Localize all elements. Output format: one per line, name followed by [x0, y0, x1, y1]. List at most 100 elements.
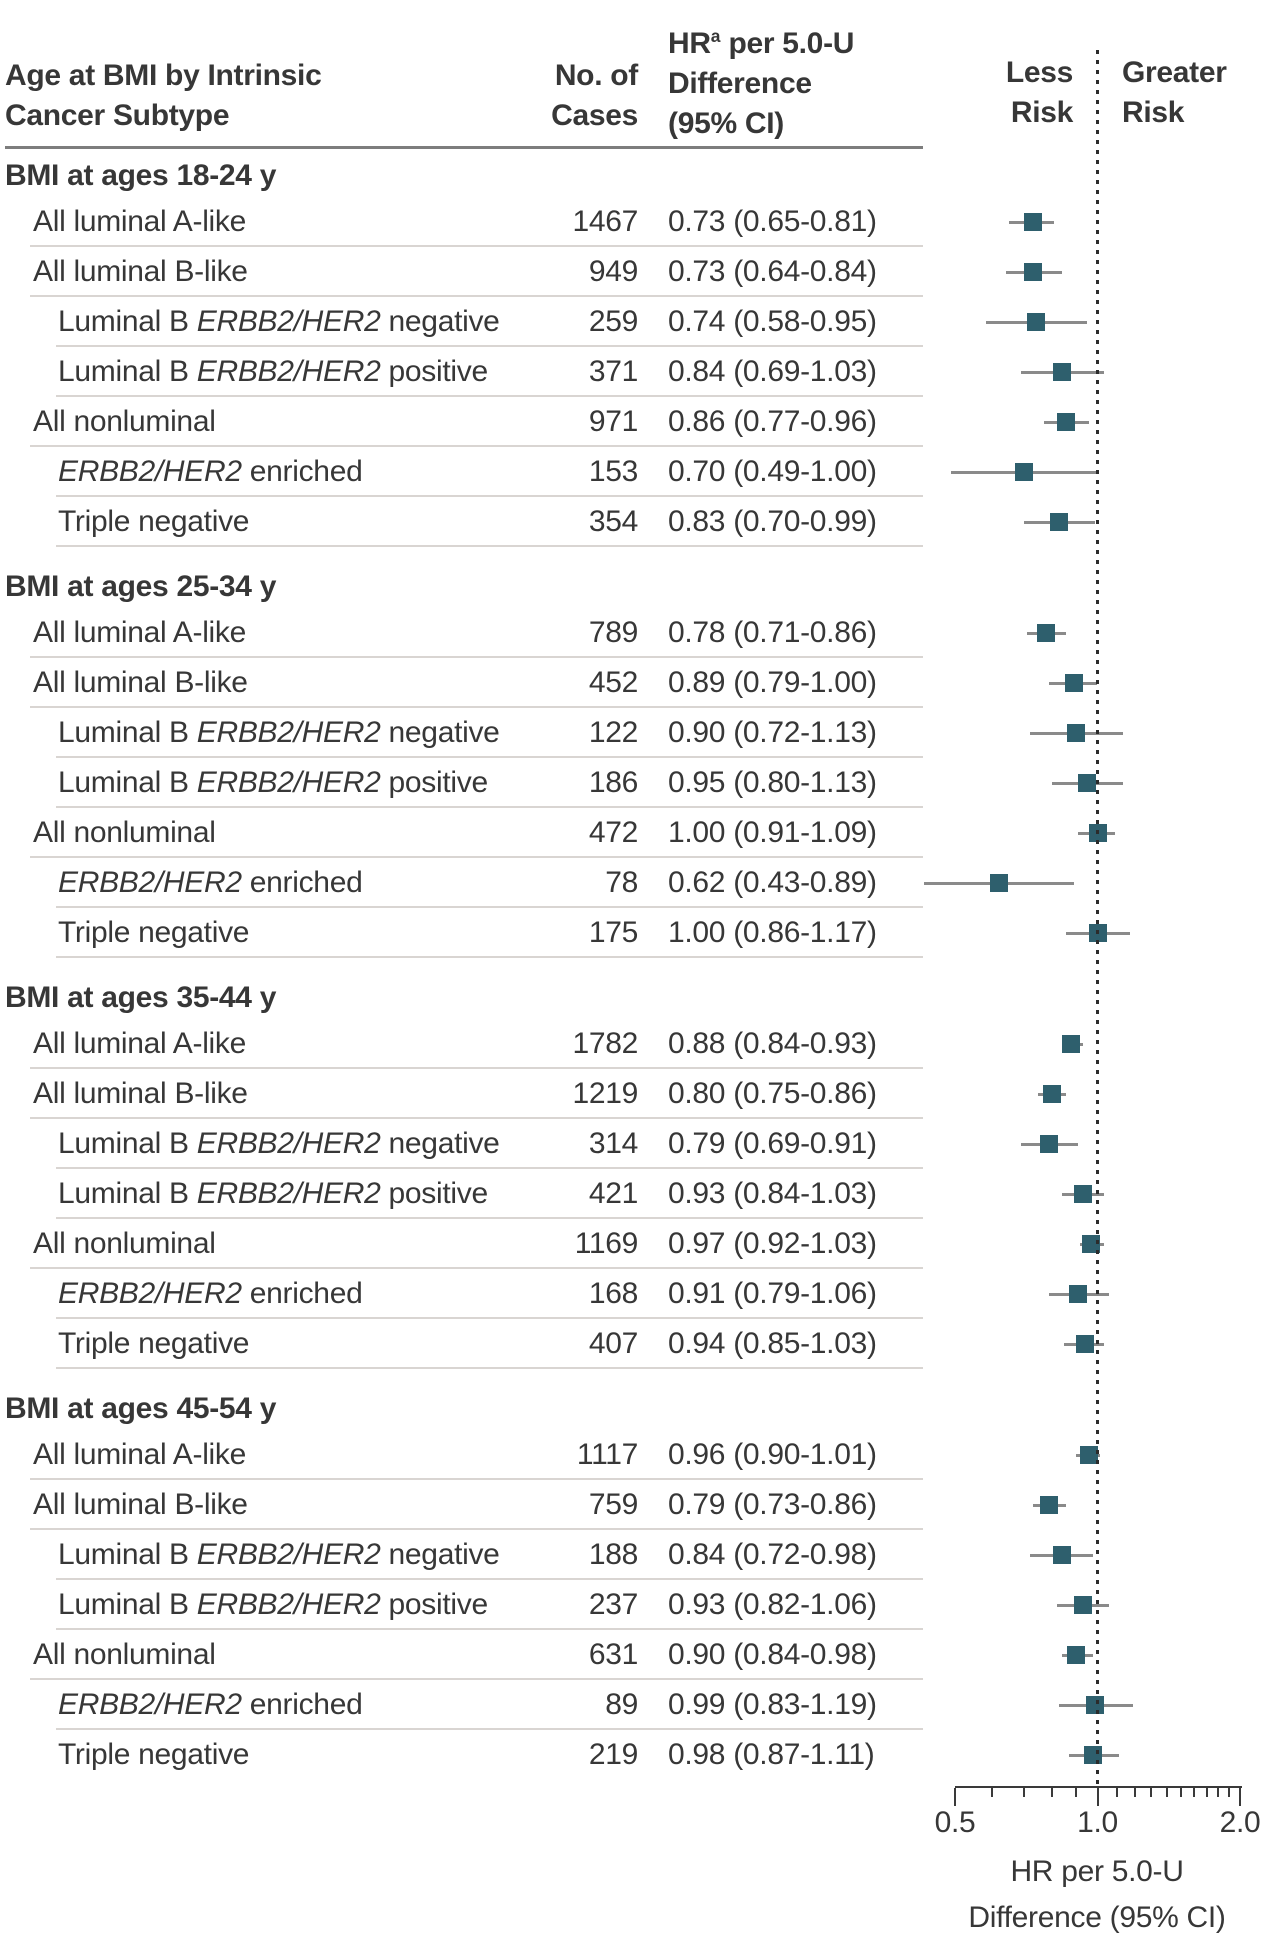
label-text: positive — [380, 766, 489, 799]
axis-minor-tick — [1023, 1788, 1026, 1797]
hr-ci-value: 0.98 (0.87-1.11) — [668, 1738, 875, 1771]
hr-point-marker — [1023, 213, 1042, 231]
hr-point-marker — [1075, 1335, 1094, 1353]
hr-ci-value: 0.93 (0.82-1.06) — [668, 1588, 877, 1621]
hr-point-marker — [1086, 1696, 1105, 1714]
axis-minor-tick — [1193, 1788, 1196, 1797]
row-separator — [56, 1217, 923, 1219]
label-text: enriched — [241, 1277, 363, 1310]
hr-point-marker — [1026, 313, 1045, 331]
hr-point-marker — [1040, 1496, 1059, 1514]
subtype-label: Triple negative — [58, 497, 249, 547]
column-header-hr-line2: Difference — [668, 67, 812, 100]
row-separator — [56, 1728, 923, 1730]
axis-major-tick — [1096, 1788, 1099, 1806]
table-row: Luminal B ERBB2/HER2 negative 122 0.90 (0.… — [0, 708, 1267, 758]
table-row: All nonluminal 472 1.00 (0.91-1.09) — [0, 808, 1267, 858]
hr-ci-value: 0.90 (0.72-1.13) — [668, 716, 877, 749]
hr-point-marker — [1052, 1546, 1071, 1564]
subtype-label: ERBB2/HER2 enriched — [58, 858, 363, 908]
label-text: Luminal B — [58, 1588, 197, 1621]
hr-point-marker — [1082, 1235, 1101, 1253]
table-row: Luminal B ERBB2/HER2 positive 371 0.84 (0.… — [0, 347, 1267, 397]
table-row: All luminal B-like 949 0.73 (0.64-0.84) — [0, 247, 1267, 297]
row-separator — [56, 1167, 923, 1169]
hr-ci-value: 0.73 (0.64-0.84) — [668, 255, 877, 288]
subtype-label: Triple negative — [58, 1319, 249, 1369]
row-separator — [56, 756, 923, 758]
hr-point-marker — [1042, 1085, 1061, 1103]
hr-ci-value: 0.96 (0.90-1.01) — [668, 1438, 877, 1471]
axis-minor-tick — [1074, 1788, 1077, 1797]
hr-point-marker — [1052, 363, 1071, 381]
table-row: All luminal A-like 1117 0.96 (0.90-1.01) — [0, 1430, 1267, 1480]
hr-ci-value: 0.88 (0.84-0.93) — [668, 1027, 877, 1060]
table-row: Luminal B ERBB2/HER2 positive 421 0.93 (0.… — [0, 1169, 1267, 1219]
hr-ci-value: 0.95 (0.80-1.13) — [668, 766, 877, 799]
subtype-label: Luminal B ERBB2/HER2 positive — [58, 1169, 488, 1219]
cases-count: 186 — [588, 766, 638, 799]
label-text: enriched — [241, 455, 363, 488]
row-separator — [30, 1528, 923, 1530]
axis-major-tick — [954, 1788, 956, 1806]
subtype-label: Luminal B ERBB2/HER2 negative — [58, 297, 500, 347]
label-text: All luminal B-like — [33, 255, 248, 288]
cases-count: 237 — [588, 1588, 638, 1621]
subtype-label: All luminal A-like — [33, 1019, 246, 1069]
cases-count: 1117 — [576, 1438, 638, 1471]
subtype-label: All luminal A-like — [33, 1430, 246, 1480]
label-text: Luminal B — [58, 355, 197, 388]
gene-name-italic: ERBB2/HER2 — [196, 716, 381, 749]
gene-name-italic: ERBB2/HER2 — [196, 1538, 381, 1571]
cases-count: 759 — [588, 1488, 638, 1521]
subtype-label: Luminal B ERBB2/HER2 negative — [58, 1530, 500, 1580]
row-separator — [30, 295, 923, 297]
section-title: BMI at ages 25-34 y — [5, 570, 277, 603]
cases-count: 175 — [588, 916, 638, 949]
hr-point-marker — [1040, 1135, 1059, 1153]
cases-count: 188 — [588, 1538, 638, 1571]
subtype-label: Triple negative — [58, 1730, 249, 1780]
cases-count: 259 — [588, 305, 638, 338]
row-separator — [56, 395, 923, 397]
cases-count: 1467 — [572, 205, 638, 238]
column-header-cases-line2: Cases — [551, 99, 638, 132]
row-separator — [56, 806, 923, 808]
hr-point-marker — [1073, 1185, 1092, 1203]
hr-ci-value: 0.79 (0.73-0.86) — [668, 1488, 877, 1521]
cases-count: 122 — [588, 716, 638, 749]
subtype-label: ERBB2/HER2 enriched — [58, 1680, 363, 1730]
column-header-subtype-line2: Cancer Subtype — [5, 99, 230, 132]
label-text: positive — [380, 355, 489, 388]
subtype-label: All luminal B-like — [33, 658, 248, 708]
hr-ci-value: 0.94 (0.85-1.03) — [668, 1327, 877, 1360]
row-separator — [30, 856, 923, 858]
column-header-hr-line1: HRa per 5.0-U — [668, 26, 855, 60]
label-text: positive — [380, 1177, 489, 1210]
gene-name-italic: ERBB2/HER2 — [58, 866, 242, 899]
hr-point-marker — [1066, 1646, 1085, 1664]
row-separator — [56, 956, 923, 958]
subtype-label: All luminal B-like — [33, 247, 248, 297]
row-separator — [56, 1367, 923, 1369]
label-text: Triple negative — [58, 505, 250, 538]
hr-ci-value: 0.74 (0.58-0.95) — [668, 305, 877, 338]
table-row: ERBB2/HER2 enriched 168 0.91 (0.79-1.06) — [0, 1269, 1267, 1319]
hr-ci-value: 0.84 (0.72-0.98) — [668, 1538, 877, 1571]
hr-point-marker — [1084, 1746, 1103, 1764]
cases-count: 1169 — [574, 1227, 639, 1260]
row-separator — [30, 706, 923, 708]
row-separator — [30, 445, 923, 447]
cases-count: 452 — [588, 666, 638, 699]
label-text: negative — [380, 1538, 500, 1571]
label-text: negative — [380, 1127, 500, 1160]
hr-point-marker — [1037, 624, 1056, 642]
less-risk-label: Less Risk — [1005, 56, 1073, 129]
label-text: Luminal B — [58, 1538, 197, 1571]
cases-count: 371 — [588, 355, 638, 388]
hr-ci-value: 0.79 (0.69-0.91) — [668, 1127, 877, 1160]
column-header-cases-line1: No. of — [554, 59, 638, 92]
x-axis-title-line1: HR per 5.0-U — [1010, 1855, 1184, 1888]
subtype-label: All luminal A-like — [33, 197, 246, 247]
